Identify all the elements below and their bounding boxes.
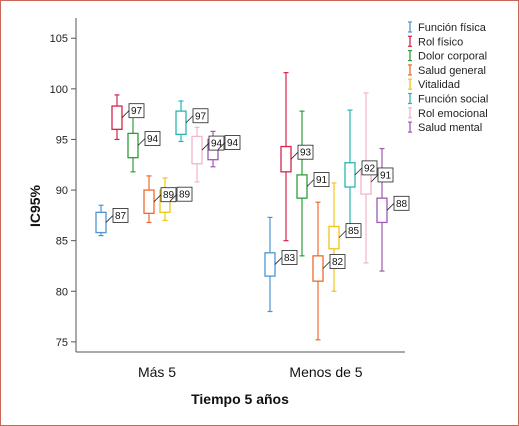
legend-label: Salud general (418, 65, 486, 77)
label-box (297, 144, 314, 160)
legend-item: Vitalidad (408, 78, 460, 91)
label-box (361, 160, 378, 176)
legend-label: Vitalidad (418, 79, 460, 91)
label-leader (105, 215, 114, 223)
box (312, 255, 324, 282)
label-leader (322, 261, 331, 269)
label-leader (338, 230, 347, 238)
label-leader (201, 142, 210, 151)
y-tick-label: 105 (50, 33, 68, 45)
data-label: 97 (195, 111, 207, 122)
label-leader (137, 138, 146, 146)
legend-item: Salud general (408, 64, 486, 77)
data-label: 94 (147, 134, 159, 145)
box (143, 189, 155, 214)
box (344, 162, 356, 188)
label-box (128, 103, 145, 119)
label-leader (370, 174, 379, 183)
label-box (192, 108, 209, 124)
legend-item: Rol emocional (408, 107, 488, 120)
label-leader (217, 142, 226, 150)
data-label: 92 (364, 163, 376, 174)
label-box (281, 250, 298, 265)
box (95, 211, 107, 234)
y-tick-label: 100 (50, 84, 68, 96)
data-label: 89 (163, 190, 175, 201)
series-5 (175, 100, 356, 236)
box (264, 252, 276, 277)
data-label: 94 (227, 138, 239, 149)
label-leader (185, 115, 194, 124)
x-category-label: Menos de 5 (289, 364, 362, 380)
legend-item: Rol físico (408, 35, 463, 48)
data-labels: 87 83 97 93 94 91 89 82 89 85 97 92 94 91 94 88 (105, 103, 410, 269)
box (111, 105, 123, 130)
legend-item: Función física (408, 21, 487, 34)
label-leader (274, 257, 283, 265)
data-label: 91 (380, 170, 392, 181)
label-box (377, 167, 394, 183)
data-label: 82 (332, 257, 344, 268)
data-label: 85 (348, 226, 360, 237)
label-leader (153, 194, 162, 202)
label-leader (121, 110, 130, 118)
box (296, 174, 308, 199)
data-label: 97 (131, 106, 143, 117)
legend-item: Función social (408, 92, 488, 106)
label-leader (306, 179, 315, 187)
data-label: 89 (179, 190, 191, 201)
legend-item: Dolor corporal (408, 49, 487, 63)
box (280, 145, 292, 173)
label-box (176, 186, 193, 202)
y-tick-label: 80 (56, 286, 68, 298)
data-label: 88 (396, 199, 408, 210)
data-label: 94 (211, 139, 223, 150)
label-box (313, 172, 330, 187)
y-axis: 75 80 85 90 95 100 105 (50, 33, 76, 349)
y-tick-label: 85 (56, 236, 68, 248)
label-leader (354, 167, 363, 176)
legend-label: Dolor corporal (418, 51, 487, 63)
label-box (329, 254, 346, 269)
legend-label: Rol emocional (418, 108, 488, 120)
data-label: 93 (300, 148, 312, 159)
label-box (144, 131, 161, 146)
label-box (393, 195, 410, 211)
legend-label: Salud mental (418, 122, 482, 134)
label-leader (290, 151, 299, 160)
x-axis: Más 5 Menos de 5 (138, 364, 363, 380)
label-leader (386, 203, 395, 211)
label-leader (169, 193, 178, 202)
data-label: 87 (115, 211, 127, 222)
label-box (345, 223, 362, 239)
x-axis-title: Tiempo 5 años (191, 391, 289, 407)
label-box (224, 135, 241, 150)
legend-label: Función física (418, 22, 487, 34)
y-tick-label: 95 (56, 134, 68, 146)
box (328, 225, 340, 250)
legend: Función física Rol físico Dolor corporal Sa… (408, 21, 488, 134)
legend-label: Función social (418, 94, 488, 106)
y-tick-label: 75 (56, 337, 68, 349)
legend-label: Rol físico (418, 36, 463, 48)
legend-item: Salud mental (408, 121, 482, 134)
series-layer (95, 72, 388, 341)
box (191, 135, 203, 165)
y-tick-label: 90 (56, 185, 68, 197)
y-axis-title: IC95% (27, 184, 43, 227)
box (175, 110, 187, 136)
data-label: 83 (284, 253, 296, 264)
x-category-label: Más 5 (138, 364, 176, 380)
box (376, 197, 388, 224)
data-label: 91 (316, 175, 328, 186)
label-box (112, 208, 129, 223)
box (127, 132, 139, 159)
